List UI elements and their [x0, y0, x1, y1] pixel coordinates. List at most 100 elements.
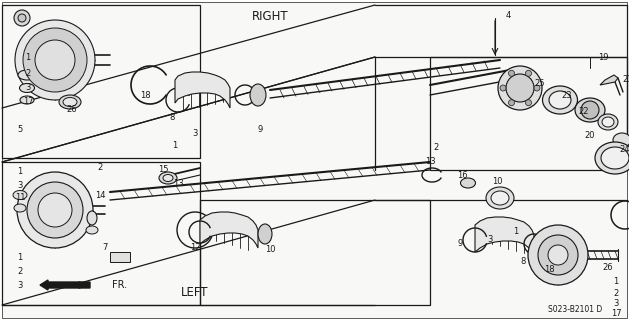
Text: 1: 1: [18, 167, 23, 177]
Ellipse shape: [486, 187, 514, 209]
Text: 8: 8: [520, 258, 526, 267]
Text: 10: 10: [265, 245, 276, 254]
Ellipse shape: [63, 98, 77, 107]
Circle shape: [500, 85, 506, 91]
Text: 24: 24: [620, 146, 629, 155]
Circle shape: [14, 10, 30, 26]
Text: 2: 2: [97, 164, 103, 172]
Text: 21: 21: [623, 76, 629, 84]
Ellipse shape: [602, 117, 614, 127]
Circle shape: [525, 100, 532, 106]
Ellipse shape: [258, 224, 272, 244]
Text: 18: 18: [543, 266, 554, 275]
Ellipse shape: [13, 190, 27, 199]
Circle shape: [525, 70, 532, 76]
Polygon shape: [475, 217, 534, 256]
Text: 11: 11: [14, 194, 25, 203]
Text: 14: 14: [95, 190, 105, 199]
Ellipse shape: [159, 172, 177, 184]
Circle shape: [581, 101, 599, 119]
Polygon shape: [200, 212, 258, 248]
Text: 13: 13: [173, 180, 183, 188]
Circle shape: [27, 182, 83, 238]
Text: 17: 17: [23, 98, 33, 107]
Text: 17: 17: [611, 308, 621, 317]
Ellipse shape: [491, 191, 509, 205]
Text: 1: 1: [172, 140, 177, 149]
Circle shape: [548, 245, 568, 265]
Bar: [2, 162, 200, 305]
Ellipse shape: [14, 204, 26, 212]
Text: 10: 10: [492, 178, 502, 187]
Text: 4: 4: [505, 12, 511, 20]
Text: FR.: FR.: [112, 280, 127, 290]
Text: 2: 2: [433, 143, 438, 153]
Text: 8: 8: [169, 114, 175, 123]
Text: 15: 15: [158, 165, 168, 174]
Text: 22: 22: [579, 108, 589, 116]
Ellipse shape: [59, 95, 81, 109]
Circle shape: [23, 28, 87, 92]
Text: 3: 3: [25, 84, 31, 92]
Ellipse shape: [460, 178, 476, 188]
Ellipse shape: [613, 133, 629, 147]
Text: 5: 5: [18, 125, 23, 134]
Ellipse shape: [549, 91, 571, 109]
Ellipse shape: [19, 84, 35, 92]
Text: 13: 13: [425, 157, 435, 166]
Text: 16: 16: [457, 171, 467, 180]
Circle shape: [38, 193, 72, 227]
Circle shape: [35, 40, 75, 80]
Text: 18: 18: [140, 92, 150, 100]
Text: 2: 2: [25, 69, 31, 78]
Text: 23: 23: [562, 92, 572, 100]
Text: 3: 3: [18, 282, 23, 291]
Text: 2: 2: [613, 289, 619, 298]
Ellipse shape: [575, 98, 605, 122]
Ellipse shape: [598, 114, 618, 130]
Text: 3: 3: [192, 129, 198, 138]
Text: 1: 1: [18, 253, 23, 262]
Text: 20: 20: [585, 132, 595, 140]
Circle shape: [15, 20, 95, 100]
Text: 12: 12: [190, 244, 200, 252]
Text: 1: 1: [25, 53, 31, 62]
Text: 9: 9: [257, 125, 263, 134]
Ellipse shape: [163, 174, 173, 181]
Text: 3: 3: [613, 299, 619, 308]
Polygon shape: [110, 252, 130, 262]
Ellipse shape: [18, 70, 36, 80]
Text: LEFT: LEFT: [181, 286, 209, 300]
Circle shape: [18, 14, 26, 22]
Text: 19: 19: [598, 53, 608, 62]
Text: 1: 1: [613, 277, 619, 286]
Circle shape: [534, 85, 540, 91]
Circle shape: [17, 172, 93, 248]
Text: 2: 2: [18, 268, 23, 276]
Circle shape: [528, 225, 588, 285]
Bar: [430, 57, 627, 170]
Text: 7: 7: [103, 244, 108, 252]
Text: 3: 3: [487, 236, 493, 244]
Text: 9: 9: [457, 238, 462, 247]
Circle shape: [538, 235, 578, 275]
Ellipse shape: [542, 86, 577, 114]
Text: 1: 1: [513, 228, 519, 236]
Ellipse shape: [250, 84, 266, 106]
Ellipse shape: [595, 142, 629, 174]
Circle shape: [506, 74, 534, 102]
Text: 26: 26: [603, 263, 613, 273]
Ellipse shape: [601, 147, 629, 169]
Circle shape: [508, 70, 515, 76]
Bar: [2, 5, 200, 158]
Ellipse shape: [87, 211, 97, 225]
Circle shape: [498, 66, 542, 110]
Polygon shape: [600, 75, 618, 85]
Polygon shape: [175, 72, 230, 108]
Text: RIGHT: RIGHT: [252, 10, 288, 22]
Text: 26: 26: [67, 106, 77, 115]
Ellipse shape: [20, 96, 34, 104]
FancyArrow shape: [40, 280, 90, 290]
Ellipse shape: [86, 226, 98, 234]
Circle shape: [508, 100, 515, 106]
